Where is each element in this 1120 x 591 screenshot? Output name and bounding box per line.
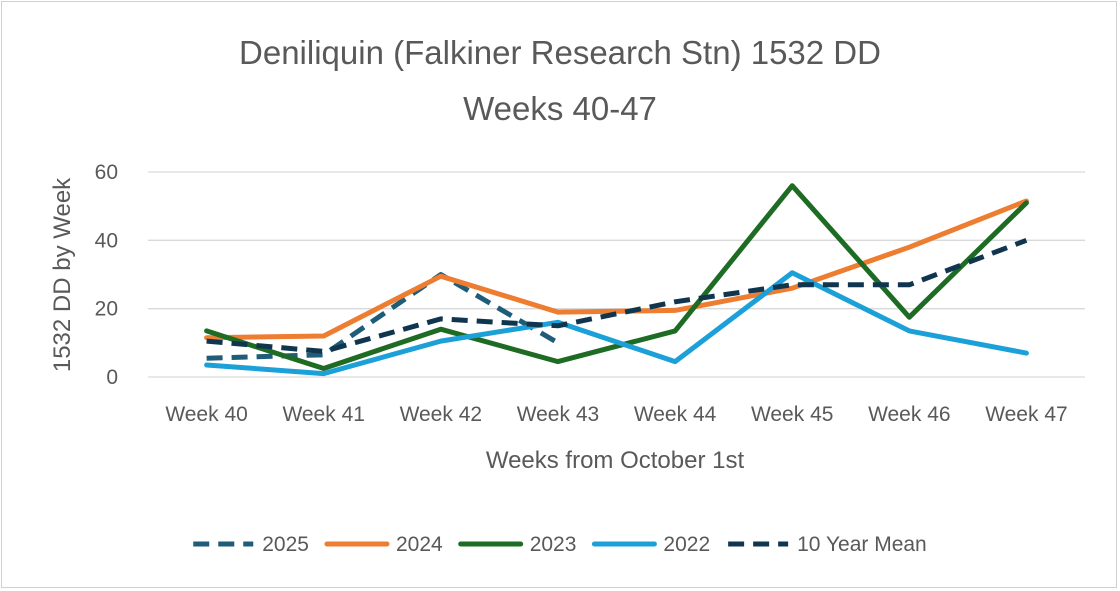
y-tick-label: 0 bbox=[106, 366, 118, 389]
y-tick-label: 60 bbox=[95, 161, 118, 184]
legend-label: 2022 bbox=[663, 533, 710, 556]
series-line-2024 bbox=[204, 198, 1029, 341]
y-tick-label: 20 bbox=[95, 298, 118, 321]
chart-title: Deniliquin (Falkiner Research Stn) 1532 … bbox=[239, 34, 881, 71]
legend-label: 10 Year Mean bbox=[797, 533, 927, 556]
legend: 2025 2024 2023 2022 10 Year Mean bbox=[193, 533, 927, 556]
y-axis-title: 1532 DD by Week bbox=[49, 177, 76, 372]
x-tick-label: Week 45 bbox=[751, 403, 834, 426]
legend-label: 2025 bbox=[262, 533, 309, 556]
legend-label: 2024 bbox=[396, 533, 443, 556]
x-tick-label: Week 41 bbox=[282, 403, 365, 426]
x-tick-label: Week 43 bbox=[517, 403, 600, 426]
chart-subtitle: Weeks 40-47 bbox=[463, 90, 657, 127]
x-tick-label: Week 42 bbox=[400, 403, 483, 426]
x-tick-label: Week 44 bbox=[634, 403, 717, 426]
series-line-2025 bbox=[206, 272, 560, 361]
x-axis-title: Weeks from October 1st bbox=[486, 447, 745, 474]
series-line-2022 bbox=[204, 270, 1029, 377]
legend-label: 2023 bbox=[530, 533, 577, 556]
y-tick-label: 40 bbox=[95, 229, 118, 252]
x-axis-ticks: Week 40 Week 41 Week 42 Week 43 Week 44 Week … bbox=[165, 403, 1067, 426]
series-line-2023 bbox=[204, 183, 1029, 371]
y-axis-ticks: 0 20 40 60 bbox=[95, 161, 118, 389]
series-lines bbox=[204, 183, 1029, 377]
series-line-10-year-mean bbox=[206, 237, 1028, 354]
x-tick-label: Week 40 bbox=[165, 403, 248, 426]
x-tick-label: Week 46 bbox=[868, 403, 951, 426]
x-tick-label: Week 47 bbox=[985, 403, 1068, 426]
